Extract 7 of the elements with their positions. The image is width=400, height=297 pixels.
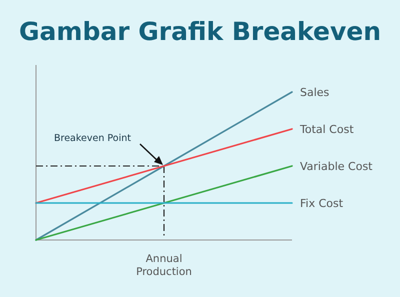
x-axis-title: Annual Production <box>136 253 192 278</box>
chart-title: Gambar Grafik Breakeven <box>19 17 381 46</box>
series-label: Fix Cost <box>300 196 344 210</box>
series-label: Variable Cost <box>300 160 374 173</box>
series-label: Total Cost <box>299 122 354 136</box>
annotation: Breakeven Point <box>54 133 132 144</box>
series-label: Sales <box>300 86 330 99</box>
